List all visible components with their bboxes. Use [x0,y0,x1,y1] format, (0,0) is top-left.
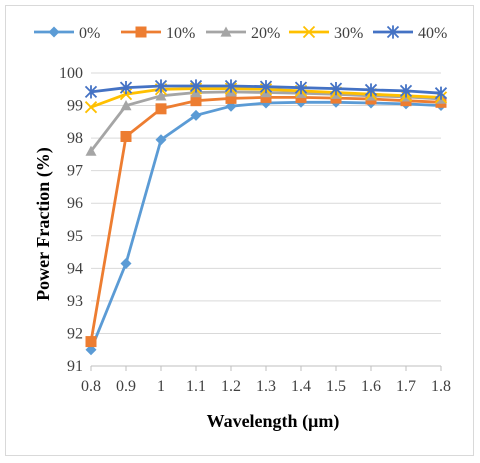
data-point [135,26,147,38]
data-point [48,26,60,38]
legend-item: 20% [206,25,280,42]
x-axis-title: Wavelength (µm) [207,411,340,432]
data-point [224,79,238,93]
x-tick-label: 1.3 [256,378,276,395]
data-point [155,90,167,101]
data-point [84,101,98,114]
legend-item: 10% [121,25,195,42]
x-tick-label: 0.9 [116,378,136,395]
data-point [386,25,400,39]
x-tick-label: 1.7 [396,378,416,395]
data-point [119,81,133,95]
data-point [190,95,202,107]
axes [90,365,442,371]
legend-label: 40% [418,25,447,42]
data-point [302,25,316,39]
data-point [120,130,132,142]
x-tick-label: 1.6 [361,378,381,395]
y-tick-label: 98 [67,130,83,147]
legend-label: 0% [79,25,100,42]
series-20pct [85,86,447,156]
y-tick-label: 100 [59,65,83,82]
data-point [399,84,413,98]
data-point [154,79,168,93]
data-point [434,86,448,100]
y-axis-title: Power Fraction (%) [33,147,54,301]
y-tick-label: 91 [67,358,83,375]
data-point [364,83,378,97]
series-group [84,79,448,356]
y-tick-label: 92 [67,325,83,342]
data-point [259,80,273,94]
y-tick-label: 93 [67,293,83,310]
legend: 0% 10% 20% 30% 40% [34,25,447,42]
series-line [89,100,442,351]
y-tick-label: 99 [67,98,83,115]
data-point [155,103,167,115]
data-point [225,92,237,104]
data-point [220,26,232,37]
data-point [120,257,132,269]
legend-item: 40% [373,25,447,42]
x-tick-label: 1.4 [291,378,311,395]
chart-frame [5,5,474,456]
x-tick-label: 1.1 [186,378,206,395]
data-point [84,85,98,99]
legend-label: 10% [166,25,195,42]
legend-item: 0% [34,25,100,42]
series-40pct [84,79,448,100]
data-point [329,82,343,96]
data-point [120,100,132,111]
y-tick-labels: 91 92 93 94 95 96 97 98 99 100 [59,65,83,375]
y-tick-label: 96 [67,195,83,212]
data-point [190,109,202,121]
x-tick-label: 1 [157,378,165,395]
y-tick-label: 97 [67,163,83,180]
legend-label: 30% [334,25,363,42]
x-tick-label: 0.8 [81,378,101,395]
legend-label: 20% [251,25,280,42]
x-tick-label: 1.8 [431,378,451,395]
series-line [89,96,442,342]
y-tick-label: 94 [67,260,83,277]
data-point [85,145,97,156]
legend-item: 30% [289,25,363,42]
data-point [155,134,167,146]
data-point [85,336,97,348]
x-tick-labels: 0.8 0.9 1 1.1 1.2 1.3 1.4 1.5 1.6 1.7 1.8 [81,378,451,395]
data-point [189,79,203,93]
x-tick-label: 1.5 [326,378,346,395]
x-tick-label: 1.2 [221,378,241,395]
series-0pct [85,96,447,356]
data-point [294,81,308,95]
data-point [260,91,272,103]
y-tick-label: 95 [67,228,83,245]
